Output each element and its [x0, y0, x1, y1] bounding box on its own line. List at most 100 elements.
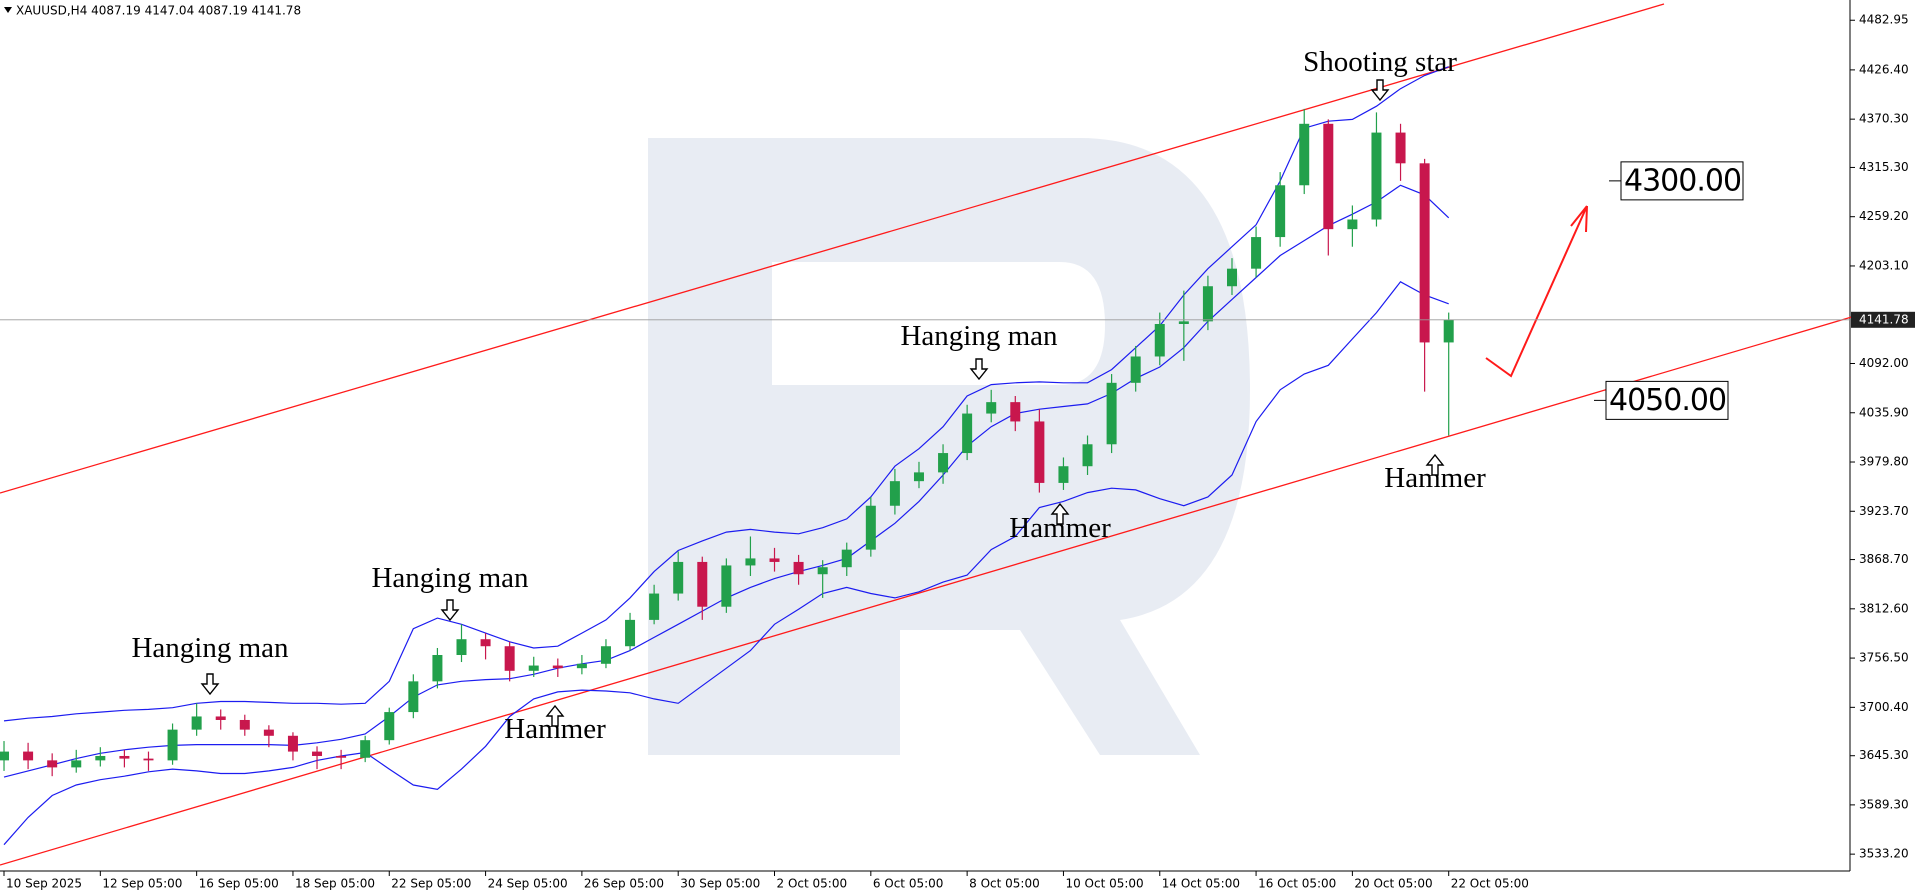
candle-body	[769, 558, 780, 562]
candle-body	[504, 646, 515, 671]
pattern-label: Hanging man	[900, 320, 1058, 352]
candle-body	[287, 735, 298, 752]
pattern-arrow	[969, 358, 989, 381]
candle-body	[1130, 356, 1141, 383]
candle-body	[1202, 286, 1213, 322]
candle-body	[47, 760, 58, 768]
y-tick-label: 3812.60	[1859, 601, 1909, 615]
chart-title: XAUUSD,H4 4087.19 4147.04 4087.19 4141.7…	[16, 4, 301, 18]
candle-body	[1034, 421, 1045, 483]
candle-body	[889, 481, 900, 506]
x-tick-label: 2 Oct 05:00	[777, 877, 848, 891]
candle-body	[745, 558, 756, 566]
candle-body	[336, 755, 347, 758]
candle-body	[721, 565, 732, 607]
x-tick-label: 26 Sep 05:00	[584, 877, 664, 891]
candle-body	[23, 751, 34, 761]
candle-body	[191, 716, 202, 730]
candle-body	[456, 639, 467, 656]
candle-body	[673, 561, 684, 594]
y-tick-label: 4426.40	[1859, 62, 1909, 76]
x-tick-label: 14 Oct 05:00	[1162, 877, 1240, 891]
candle-body	[95, 755, 106, 761]
candle-body	[360, 740, 371, 758]
candle-body	[1178, 321, 1189, 324]
candle-body	[1226, 268, 1237, 287]
x-tick-label: 10 Sep 2025	[6, 877, 82, 891]
bollinger-band	[3, 66, 1449, 722]
last-price-box	[1851, 311, 1915, 328]
candle-body	[1395, 132, 1406, 164]
x-tick-label: 16 Oct 05:00	[1258, 877, 1336, 891]
y-tick-label: 3645.30	[1859, 748, 1909, 762]
candle-body	[432, 655, 443, 682]
candle-body	[697, 561, 708, 607]
candle-body	[865, 505, 876, 550]
candle-body	[143, 758, 154, 761]
y-tick-label: 4035.90	[1859, 405, 1909, 419]
candle-body	[408, 681, 419, 713]
x-tick-label: 6 Oct 05:00	[873, 877, 944, 891]
candle-body	[1275, 185, 1286, 238]
y-tick-label: 4315.30	[1859, 160, 1909, 174]
target-label: 4050.00	[1609, 383, 1726, 418]
candle-body	[71, 760, 82, 768]
pattern-arrow	[1425, 453, 1445, 476]
candle-body	[1347, 219, 1358, 230]
y-tick-label: 4092.00	[1859, 356, 1909, 370]
bollinger-band	[3, 281, 1449, 846]
candle-body	[625, 619, 636, 647]
pattern-arrow	[200, 673, 220, 696]
y-tick-label: 3923.70	[1859, 504, 1909, 518]
pattern-arrow	[440, 599, 460, 622]
y-tick-label: 3533.20	[1859, 847, 1909, 861]
candle-body	[1106, 382, 1117, 445]
y-tick-label: 3589.30	[1859, 797, 1909, 811]
pattern-arrow	[545, 704, 565, 727]
candle-body	[528, 665, 539, 671]
pattern-label: Hanging man	[131, 632, 289, 664]
candle-body	[167, 729, 178, 761]
y-tick-label: 4203.10	[1859, 258, 1909, 272]
candle-body	[312, 751, 323, 756]
symbol-menu-icon	[4, 7, 12, 13]
target-box	[1605, 380, 1729, 420]
channel-lower	[0, 315, 1856, 866]
candle-body	[793, 561, 804, 575]
y-tick-label: 3700.40	[1859, 700, 1909, 714]
x-tick-label: 10 Oct 05:00	[1065, 877, 1143, 891]
x-tick-label: 12 Sep 05:00	[102, 877, 182, 891]
candle-body	[962, 413, 973, 454]
candle-body	[1010, 402, 1021, 422]
pattern-arrow	[1050, 502, 1070, 525]
candle-body	[986, 402, 997, 414]
y-tick-label: 3979.80	[1859, 455, 1909, 469]
candle-body	[1323, 123, 1334, 230]
candle-body	[1154, 323, 1165, 357]
y-tick-label: 4482.95	[1859, 13, 1909, 27]
candle-body	[480, 639, 491, 647]
target-box	[1620, 161, 1744, 201]
candle-body	[1299, 123, 1310, 186]
candle-body	[938, 453, 949, 473]
y-tick-label: 3756.50	[1859, 651, 1909, 665]
candle-body	[1371, 132, 1382, 220]
candle-body	[552, 665, 563, 669]
candle-body	[1443, 319, 1454, 343]
pattern-arrow	[1370, 79, 1390, 102]
candle-body	[1419, 163, 1430, 343]
x-tick-label: 22 Sep 05:00	[391, 877, 471, 891]
candle-body	[1058, 466, 1069, 483]
candle-body	[600, 646, 611, 664]
x-tick-label: 16 Sep 05:00	[199, 877, 279, 891]
pattern-label: Hanging man	[371, 562, 529, 594]
candle-body	[649, 593, 660, 620]
candle-body	[239, 719, 250, 730]
x-tick-label: 22 Oct 05:00	[1451, 877, 1529, 891]
candle-body	[263, 729, 274, 736]
candle-body	[841, 549, 852, 568]
y-tick-label: 3868.70	[1859, 552, 1909, 566]
candle-body	[817, 567, 828, 575]
y-tick-label: 4370.30	[1859, 112, 1909, 126]
y-tick-label: 4259.20	[1859, 209, 1909, 223]
